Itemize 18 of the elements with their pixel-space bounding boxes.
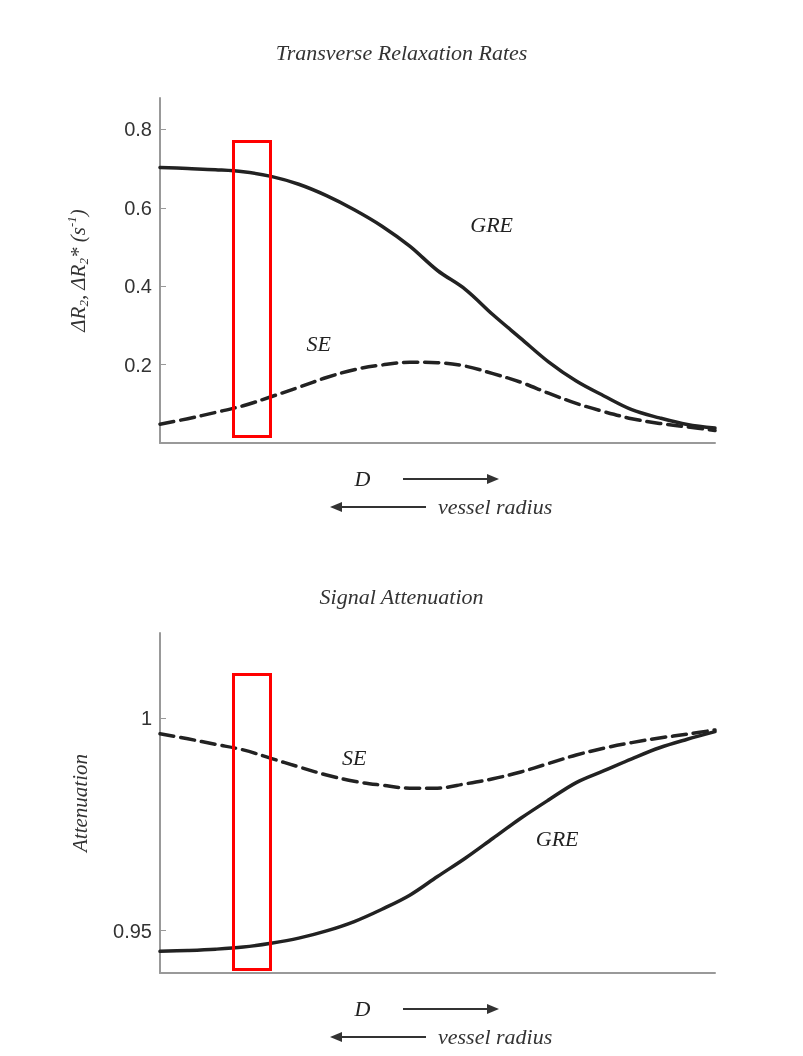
chart-title: Transverse Relaxation Rates [275,39,528,65]
y-axis-title: Attenuation [67,754,92,854]
y-tick-label: 0.4 [124,275,152,298]
series-label: GRE [535,825,580,851]
x-axis-title: D [353,995,371,1021]
x-axis-title: D [353,465,371,491]
text: vessel radius [438,493,553,519]
y-tick-label: 0.95 [113,919,152,942]
y-tick-label: 0.6 [124,196,152,219]
text: GRE [470,211,514,237]
y-tick-label: 1 [140,707,152,729]
series-label: SE [306,330,332,356]
y-tick-label: 0.8 [124,118,152,141]
y-tick-label: 0.2 [124,353,152,376]
text: vessel radius [438,1023,553,1049]
y-axis-title: ΔR2, ΔR2* (s-1) [64,209,91,333]
series-label: SE [342,744,368,770]
chart-title: Signal Attenuation [319,583,484,609]
